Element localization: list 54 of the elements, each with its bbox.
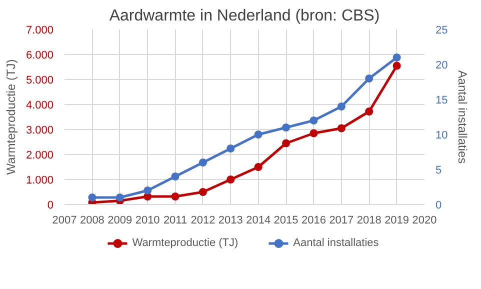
point bbox=[171, 192, 180, 200]
point bbox=[282, 124, 290, 132]
y2-tick-label: 10 bbox=[436, 130, 448, 142]
x-tick-label: 2011 bbox=[163, 214, 188, 226]
point bbox=[198, 158, 207, 166]
x-tick-label: 2015 bbox=[274, 214, 298, 226]
y-tick-label: 0 bbox=[47, 200, 54, 212]
y-tick-label: 5.000 bbox=[26, 74, 54, 86]
point bbox=[254, 163, 262, 171]
x-tick-label: 2013 bbox=[218, 214, 243, 226]
point bbox=[226, 144, 235, 152]
point bbox=[310, 129, 318, 138]
point bbox=[337, 124, 346, 132]
point bbox=[337, 102, 346, 110]
point bbox=[198, 188, 207, 196]
point bbox=[226, 176, 235, 184]
point bbox=[392, 62, 401, 70]
x-tick-label: 2016 bbox=[301, 214, 326, 226]
y-tick-label: 4.000 bbox=[26, 100, 54, 112]
x-tick-label: 2019 bbox=[384, 214, 410, 226]
point bbox=[254, 130, 262, 138]
point bbox=[365, 108, 374, 116]
point bbox=[116, 194, 124, 202]
y-tick-label: 6.000 bbox=[26, 50, 54, 62]
x-tick-label: 2008 bbox=[80, 214, 104, 226]
y2-axis-title: Aantal installaties bbox=[456, 70, 470, 164]
x-tick-label: 2009 bbox=[108, 214, 132, 226]
y-axis-title: Warmteproductie (TJ) bbox=[4, 59, 18, 175]
y2-tick-label: 0 bbox=[436, 200, 442, 212]
y2-tick-label: 20 bbox=[436, 60, 448, 72]
legend-label: Aantal installaties bbox=[293, 237, 379, 249]
point bbox=[365, 74, 374, 82]
point bbox=[88, 194, 96, 202]
y2-tick-label: 25 bbox=[436, 24, 448, 36]
y2-tick-label: 15 bbox=[436, 94, 448, 106]
y-tick-label: 1.000 bbox=[26, 174, 54, 186]
point bbox=[310, 116, 318, 124]
x-tick-label: 2007 bbox=[52, 214, 77, 226]
point bbox=[392, 54, 401, 62]
point bbox=[282, 139, 290, 148]
legend-label: Warmteproductie (TJ) bbox=[132, 237, 238, 249]
x-tick-label: 2010 bbox=[135, 214, 160, 226]
y-tick-label: 7.000 bbox=[26, 24, 54, 36]
y2-tick-label: 5 bbox=[436, 164, 442, 176]
y-tick-label: 3.000 bbox=[26, 124, 54, 136]
x-tick-label: 2012 bbox=[190, 214, 216, 226]
y-tick-label: 2.000 bbox=[26, 150, 54, 162]
x-tick-label: 2017 bbox=[329, 214, 354, 226]
x-tick-label: 2018 bbox=[356, 214, 382, 226]
x-tick-label: 2014 bbox=[246, 214, 271, 226]
point bbox=[171, 172, 180, 180]
point bbox=[144, 186, 152, 194]
chart-title: Aardwarmte in Nederland (bron: CBS) bbox=[109, 8, 380, 24]
x-tick-label: 2020 bbox=[412, 214, 437, 226]
